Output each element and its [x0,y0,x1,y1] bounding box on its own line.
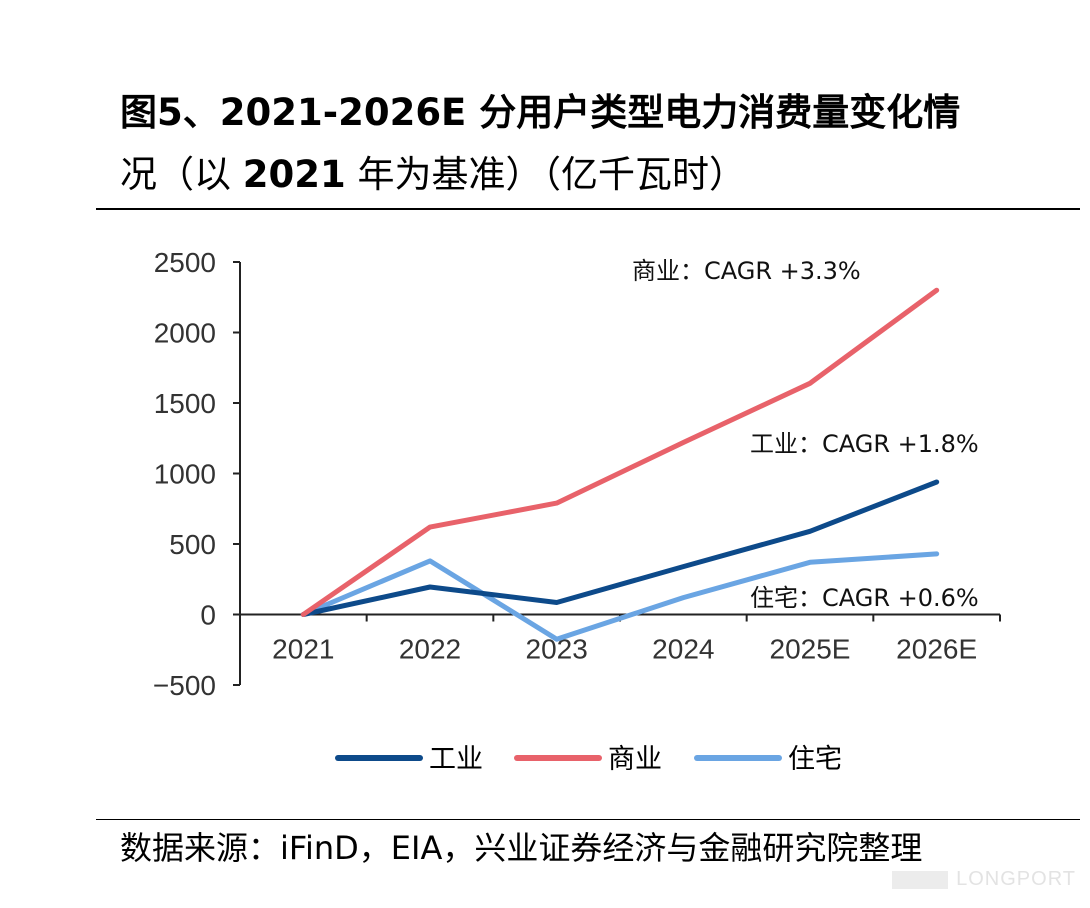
chart-series [300,287,940,642]
x-tick-label: 2022 [399,634,461,665]
cagr-annotation: 商业：CAGR +3.3% [632,257,861,285]
y-tick-label: 0 [200,600,216,631]
chart-title-line-1: 图5、2021-2026E 分用户类型电力消费量变化情 [120,91,961,134]
y-tick-label: 2500 [154,247,216,278]
series-line-3 [300,551,940,642]
y-tick-label: −500 [153,670,216,701]
cagr-annotation: 住宅：CAGR +0.6% [750,584,979,612]
y-tick-label: 500 [169,529,216,560]
series-line-2 [300,287,940,617]
x-tick-label: 2021 [272,634,334,665]
x-tick-label: 2024 [652,634,714,665]
watermark-logo-icon [892,870,949,889]
y-tick-label: 1000 [154,459,216,490]
cagr-annotation: 工业：CAGR +1.8% [750,430,979,458]
chart-annotations: 商业：CAGR +3.3% 工业：CAGR +1.8% 住宅：CAGR +0.6% [632,257,979,612]
watermark-text: LONGPORT [956,868,1076,890]
source-divider [96,819,1080,820]
title-suffix: 年为基准）（亿千瓦时） [345,153,747,196]
chart-title-line-2: 况（以 2021 年为基准）（亿千瓦时） [120,144,1070,206]
x-tick-label: 2026E [896,634,977,665]
title-prefix: 况（以 [120,153,243,196]
source-note: 数据来源：iFinD，EIA，兴业证券经济与金融研究院整理 [120,829,923,867]
legend-label: 住宅 [788,744,842,775]
x-tick-label: 2025E [770,634,851,665]
title-base-year: 2021 [242,153,346,196]
legend-label: 商业 [608,744,662,775]
y-tick-label: 1500 [154,388,216,419]
title-divider [96,208,1080,210]
chart-legend: 工业 商业 住宅 [335,744,842,775]
y-tick-label: 2000 [154,318,216,349]
chart-title: 图5、2021-2026E 分用户类型电力消费量变化情 况（以 2021 年为基… [120,82,1070,206]
legend-label: 工业 [429,744,483,775]
series-line-1 [300,479,940,617]
watermark: LONGPORT [892,868,1076,891]
